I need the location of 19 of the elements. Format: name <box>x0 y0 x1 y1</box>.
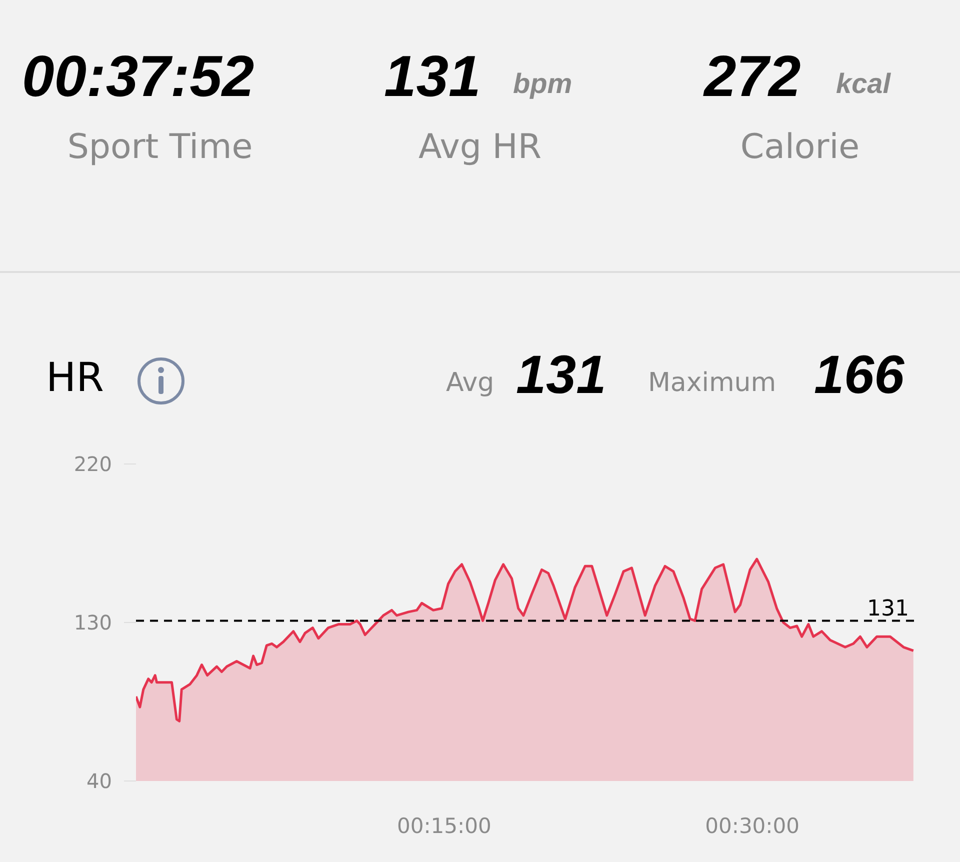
y-tick-label: 40 <box>86 769 112 793</box>
y-tick-label: 220 <box>74 452 112 476</box>
text: Avg <box>446 368 494 398</box>
text: 272 <box>704 44 801 109</box>
x-tick-label: 00:30:00 <box>705 814 800 838</box>
text: kcal <box>836 68 890 99</box>
chart-title: HR <box>46 355 104 401</box>
text: 131 <box>384 44 481 109</box>
text: 00:37:52 <box>22 44 256 109</box>
text: 131 <box>516 345 606 405</box>
text: Avg HR <box>418 127 542 167</box>
text: Calorie <box>739 127 861 167</box>
ref-line-label: 131 <box>867 596 909 622</box>
x-tick-label: 00:15:00 <box>396 814 492 838</box>
text: Sport Time <box>66 127 254 167</box>
text: 166 <box>814 345 904 405</box>
text: bpm <box>513 68 572 99</box>
y-tick-label: 130 <box>74 610 112 634</box>
text: Maximum <box>648 368 776 398</box>
